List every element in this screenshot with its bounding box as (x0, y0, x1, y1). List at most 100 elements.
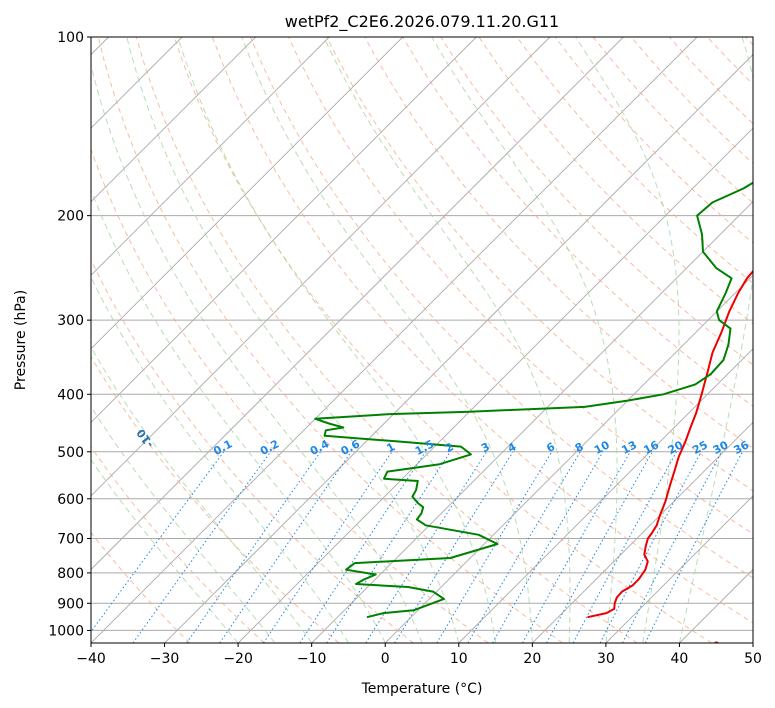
moist-adiabats (91, 37, 753, 643)
y-tick-label: 400 (57, 387, 84, 403)
isotherm-line (91, 37, 477, 423)
dry-adiabat-label: 0 (492, 698, 506, 708)
plot-area: 0.10.20.40.611.52346810131620253036-100-… (91, 37, 753, 708)
mixing-ratio-label: 4 (506, 440, 519, 455)
dry-adiabat-line (91, 355, 340, 643)
dry-adiabat-line (249, 37, 753, 579)
mixing-ratio-label: 1.5 (413, 437, 436, 458)
dry-adiabat-line (592, 37, 753, 204)
dry-adiabat-line (745, 37, 753, 46)
dry-adiabat-line (91, 531, 191, 643)
moist-adiabat-line (91, 188, 386, 643)
mixing-ratio-line (572, 451, 678, 643)
mixing-ratio-label: 36 (731, 438, 751, 457)
moist-adiabat-line (91, 276, 349, 643)
mixing-ratio-line (365, 451, 487, 643)
moist-adiabat-line (241, 37, 533, 643)
x-tick-label: 0 (381, 651, 390, 667)
chart-title: wetPf2_C2E6.2026.079.11.20.G11 (285, 12, 559, 32)
x-axis-label: Temperature (°C) (361, 681, 483, 697)
y-tick-label: 800 (57, 566, 84, 582)
mixing-ratio-label: 20 (666, 438, 686, 457)
moist-adiabat-line (678, 37, 753, 643)
dry-adiabat-line (478, 37, 753, 325)
y-tick-label: 700 (57, 532, 84, 548)
dry-adiabat-line (173, 37, 713, 643)
mixing-ratio-line (263, 451, 393, 643)
y-tick-label: 100 (57, 30, 84, 46)
dry-adiabats (91, 37, 753, 643)
mixing-ratio-label: 30 (711, 438, 731, 457)
y-axis-label: Pressure (hPa) (13, 290, 29, 390)
isotherm-line (237, 127, 753, 643)
dry-adiabat-label: 40 (709, 637, 729, 656)
dewpoint-profile-line (314, 181, 753, 619)
y-tick-label: 200 (57, 209, 84, 225)
mixing-ratio-label: 13 (619, 438, 639, 457)
dry-adiabat-line (288, 37, 753, 535)
dry-adiabat-line (91, 445, 265, 643)
x-tick-label: 50 (744, 651, 762, 667)
isotherm-line (91, 37, 256, 203)
x-tick-label: −30 (150, 651, 180, 667)
isotherm-line (91, 37, 698, 643)
mixing-ratio-line (326, 451, 451, 643)
y-tick-label: 300 (57, 313, 84, 329)
plot-frame (90, 36, 754, 644)
isotherm-line (752, 642, 753, 643)
isotherm-line (605, 495, 753, 643)
mixing-ratio-label: 25 (690, 438, 710, 457)
y-tick-label: 600 (57, 492, 84, 508)
x-tick-label: 40 (671, 651, 689, 667)
moist-adiabat-line (323, 37, 571, 643)
dry-adiabat-line (516, 37, 753, 284)
moist-adiabat-line (91, 405, 276, 643)
isotherm-line (91, 37, 551, 497)
moist-adiabat-line (126, 37, 460, 643)
mixing-ratio-line (644, 451, 743, 643)
moist-adiabat-line (91, 63, 423, 643)
y-tick-label: 500 (57, 445, 84, 461)
isotherm-line (458, 348, 753, 643)
dry-adiabat-line (440, 37, 753, 366)
mixing-ratio-label: 10 (592, 438, 612, 457)
moist-adiabat-line (91, 458, 239, 643)
mixing-ratio-line (599, 451, 702, 643)
x-tick-label: −20 (223, 651, 253, 667)
x-tick-label: 20 (523, 651, 541, 667)
mixing-ratio-line (186, 451, 321, 643)
isotherm-line (91, 37, 330, 276)
mixing-ratio-label: 2 (443, 440, 456, 455)
dry-adiabat-line (135, 37, 638, 643)
dry-adiabat-line (211, 37, 753, 624)
isotherm-line (384, 274, 753, 643)
mixing-ratio-line (522, 451, 631, 643)
mixing-ratio-lines (91, 451, 743, 643)
isotherm-line (679, 568, 753, 643)
y-tick-label: 900 (57, 596, 84, 612)
y-tick-label: 1000 (48, 623, 84, 639)
dry-adiabat-line (668, 37, 753, 125)
x-tick-label: 10 (450, 651, 468, 667)
dry-adiabat-label: -10 (134, 426, 156, 450)
dry-adiabat-label: 20 (600, 665, 620, 684)
mixing-ratio-line (299, 451, 426, 643)
isotherm-line (532, 421, 753, 643)
isotherm-line (91, 37, 404, 350)
mixing-ratio-label: 6 (544, 440, 557, 455)
isotherm-line (164, 53, 753, 643)
moist-adiabat-line (575, 37, 680, 643)
x-axis: −40 −30 −20 −10 0 10 20 30 40 50 (76, 643, 762, 667)
mixing-ratio-line (132, 451, 272, 643)
temperature-profile-line (587, 269, 753, 619)
moist-adiabat-line (431, 37, 618, 643)
dry-adiabat-line (91, 148, 489, 643)
moist-adiabat-line (91, 345, 313, 643)
mixing-ratio-label: 0.1 (211, 437, 234, 458)
mixing-ratio-line (219, 451, 352, 643)
moist-adiabat-line (177, 37, 497, 643)
x-tick-label: 30 (597, 651, 615, 667)
mixing-ratio-label: 0.6 (339, 437, 363, 458)
mixing-ratio-line (546, 451, 653, 643)
